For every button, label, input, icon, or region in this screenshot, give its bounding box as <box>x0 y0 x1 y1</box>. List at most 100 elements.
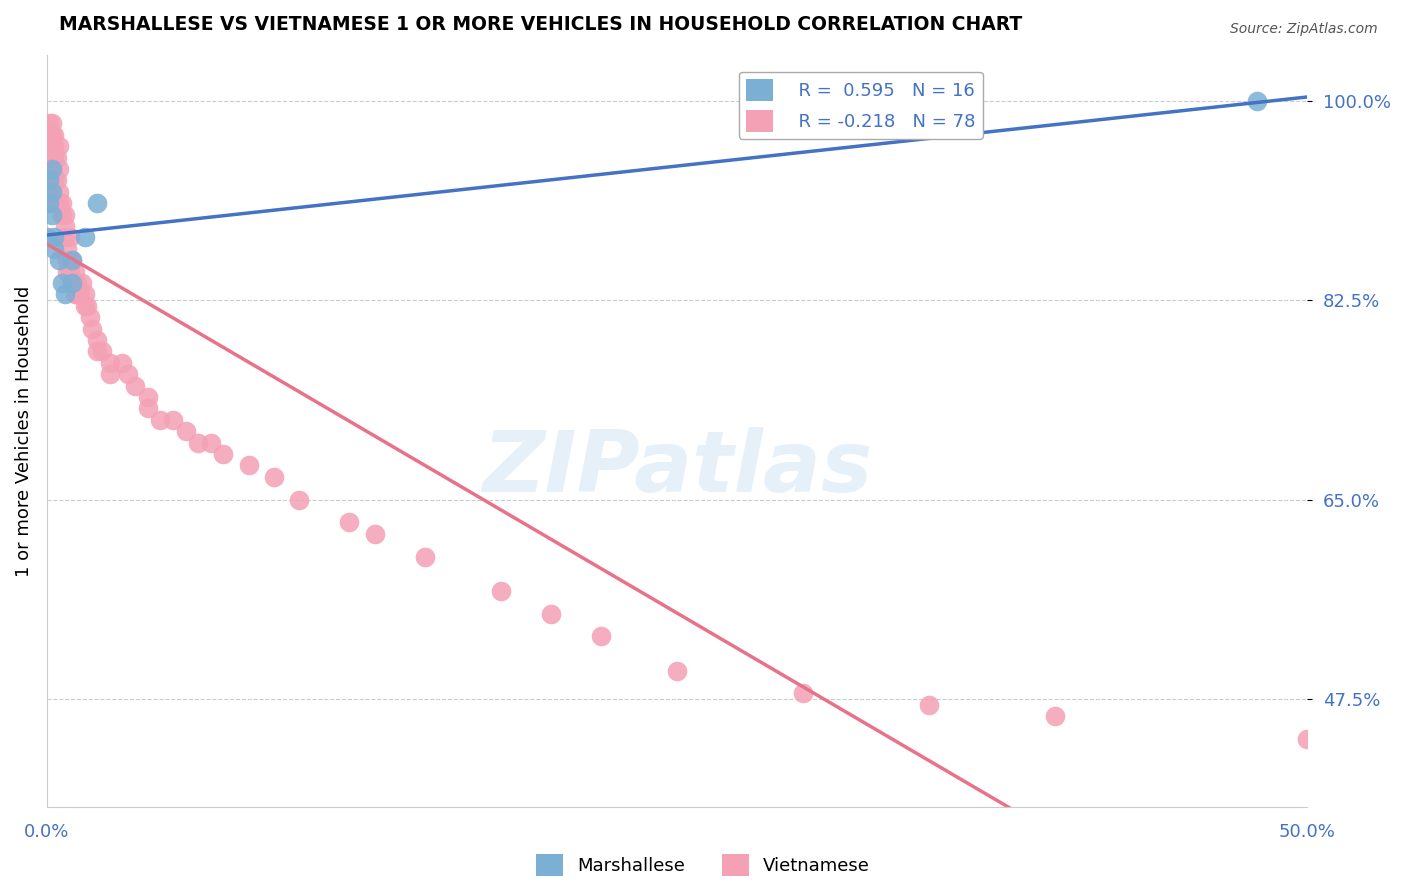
Point <box>48 161 70 176</box>
Point <box>56 264 79 278</box>
Point <box>48 139 70 153</box>
Point <box>63 264 86 278</box>
Point <box>1246 94 1268 108</box>
Point <box>60 253 83 268</box>
Point <box>66 276 89 290</box>
Point <box>38 116 60 130</box>
Point <box>51 276 73 290</box>
Point <box>48 185 70 199</box>
Point <box>413 549 436 564</box>
Point <box>73 299 96 313</box>
Point <box>53 230 76 244</box>
Text: MARSHALLESE VS VIETNAMESE 1 OR MORE VEHICLES IN HOUSEHOLD CORRELATION CHART: MARSHALLESE VS VIETNAMESE 1 OR MORE VEHI… <box>59 15 1022 34</box>
Point <box>238 458 260 473</box>
Point <box>86 196 108 211</box>
Point <box>70 276 93 290</box>
Text: ZIPatlas: ZIPatlas <box>482 427 872 510</box>
Point <box>58 230 80 244</box>
Y-axis label: 1 or more Vehicles in Household: 1 or more Vehicles in Household <box>15 285 32 577</box>
Point <box>41 161 63 176</box>
Point <box>60 253 83 268</box>
Point <box>44 173 66 187</box>
Point <box>60 276 83 290</box>
Point <box>53 287 76 301</box>
Point <box>41 128 63 142</box>
Point <box>111 356 134 370</box>
Point <box>212 447 235 461</box>
Point <box>187 435 209 450</box>
Point <box>918 698 941 712</box>
Point <box>149 413 172 427</box>
Point <box>56 242 79 256</box>
Point <box>44 139 66 153</box>
Point <box>200 435 222 450</box>
Point <box>44 151 66 165</box>
Point <box>48 196 70 211</box>
Point <box>91 344 114 359</box>
Point <box>46 196 69 211</box>
Point <box>51 208 73 222</box>
Point <box>38 173 60 187</box>
Point <box>69 287 91 301</box>
Point <box>82 321 104 335</box>
Point <box>263 469 285 483</box>
Point <box>1043 709 1066 723</box>
Point <box>665 664 688 678</box>
Point <box>53 208 76 222</box>
Point <box>46 151 69 165</box>
Text: Source: ZipAtlas.com: Source: ZipAtlas.com <box>1230 22 1378 37</box>
Point <box>41 208 63 222</box>
Point <box>73 230 96 244</box>
Point <box>86 344 108 359</box>
Point <box>38 139 60 153</box>
Point <box>35 161 58 176</box>
Point <box>56 253 79 268</box>
Legend: Marshallese, Vietnamese: Marshallese, Vietnamese <box>529 847 877 883</box>
Point <box>35 139 58 153</box>
Point <box>46 173 69 187</box>
Point <box>38 196 60 211</box>
Point <box>60 276 83 290</box>
Point <box>38 128 60 142</box>
Point <box>38 151 60 165</box>
Point <box>38 185 60 199</box>
Point <box>79 310 101 325</box>
Point <box>124 378 146 392</box>
Point <box>76 299 98 313</box>
Point <box>1296 731 1319 746</box>
Point <box>489 583 512 598</box>
Point <box>98 367 121 381</box>
Point <box>58 264 80 278</box>
Point <box>174 424 197 438</box>
Point <box>53 219 76 233</box>
Point <box>41 185 63 199</box>
Point <box>136 401 159 416</box>
Point <box>44 230 66 244</box>
Point <box>162 413 184 427</box>
Point <box>86 333 108 347</box>
Point <box>337 516 360 530</box>
Point <box>44 128 66 142</box>
Point <box>363 526 385 541</box>
Point <box>44 242 66 256</box>
Point <box>35 128 58 142</box>
Point <box>38 173 60 187</box>
Point <box>591 629 613 643</box>
Point <box>41 116 63 130</box>
Point <box>540 607 562 621</box>
Point <box>41 151 63 165</box>
Point <box>35 230 58 244</box>
Point <box>73 287 96 301</box>
Point <box>117 367 139 381</box>
Point <box>38 196 60 211</box>
Point <box>41 139 63 153</box>
Point <box>792 686 814 700</box>
Legend:   R =  0.595   N = 16,   R = -0.218   N = 78: R = 0.595 N = 16, R = -0.218 N = 78 <box>738 71 983 139</box>
Point <box>136 390 159 404</box>
Point <box>48 253 70 268</box>
Point <box>66 287 89 301</box>
Point <box>98 356 121 370</box>
Point <box>63 287 86 301</box>
Point <box>51 196 73 211</box>
Point <box>288 492 311 507</box>
